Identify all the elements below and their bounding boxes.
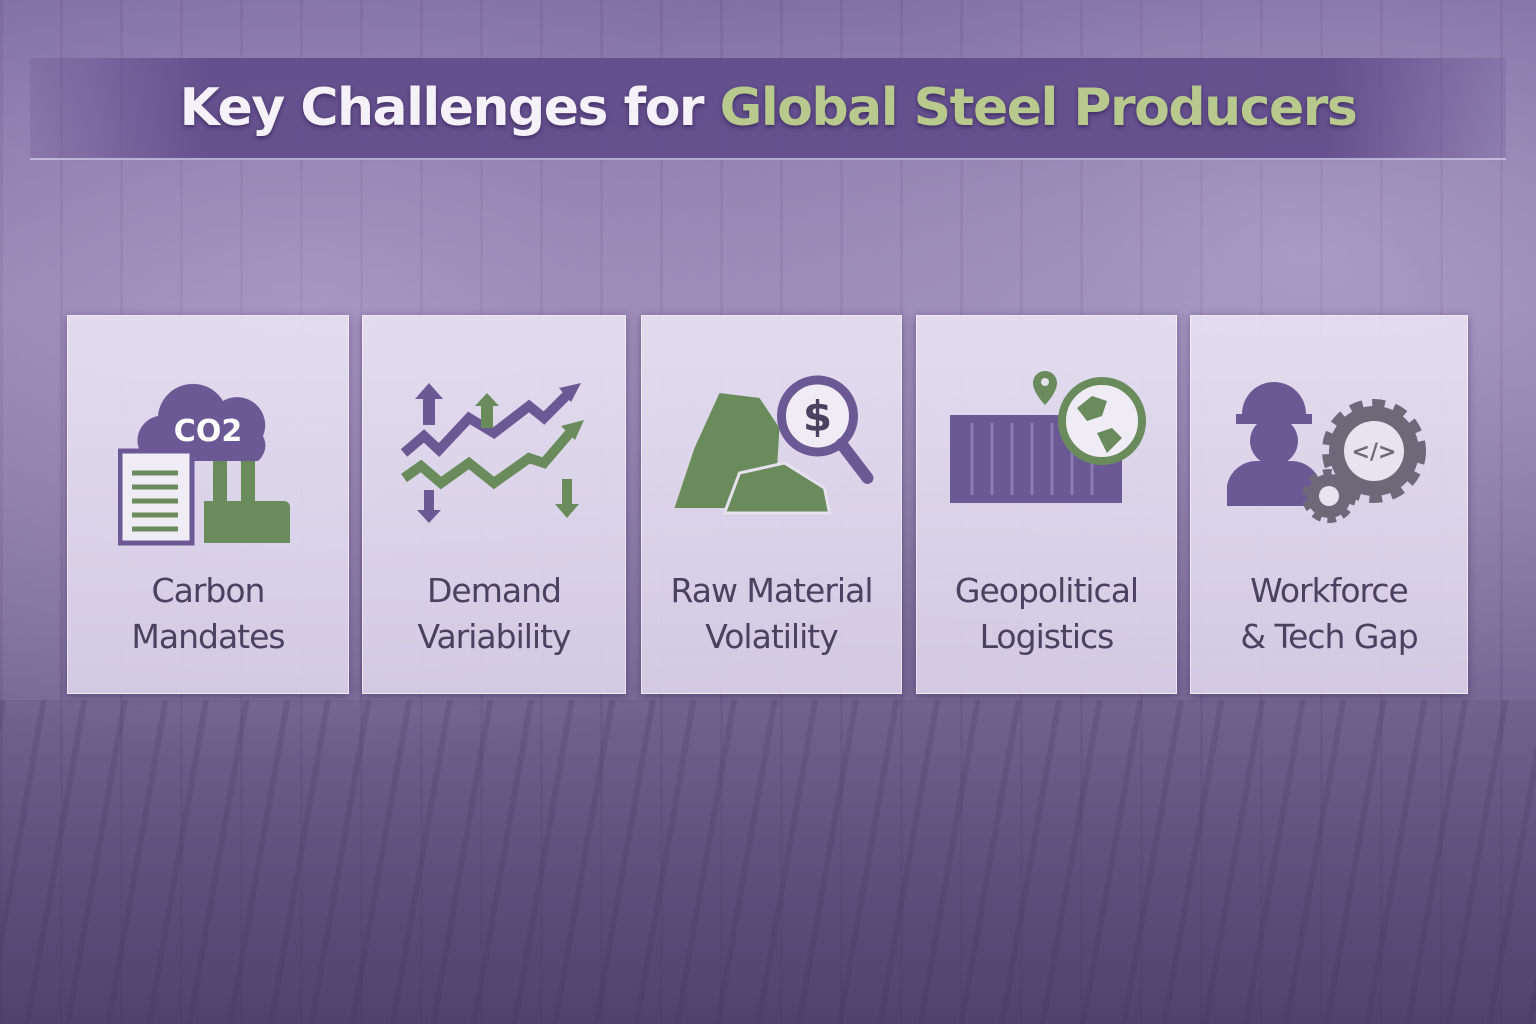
container-globe-pin-icon	[949, 371, 1146, 503]
card-title-line1: Workforce	[1250, 571, 1409, 610]
card-geopolitical-logistics: Geopolitical Logistics	[916, 315, 1177, 694]
card-title-line1: Raw Material	[670, 571, 874, 610]
card-title-line2: & Tech Gap	[1240, 617, 1418, 656]
card-title-line2: Mandates	[131, 617, 285, 656]
card-workforce-tech-gap: </> Workforce & Tech Gap	[1190, 315, 1468, 694]
card-title-line2: Variability	[417, 617, 571, 656]
card-demand-variability: Demand Variability	[362, 315, 626, 694]
title-main: Key Challenges for	[179, 78, 720, 138]
background-factory	[0, 700, 1536, 1024]
card-carbon-mandates: CO2 Carbon Mandates	[67, 315, 349, 694]
title-accent: Global Steel Producers	[719, 78, 1358, 138]
code-symbol: </>	[1352, 440, 1397, 465]
fluctuating-trend-arrows-icon	[400, 383, 584, 523]
card-title-line1: Demand	[427, 571, 562, 610]
worker-gears-code-icon: </>	[1227, 382, 1426, 523]
page-title: Key Challenges for Global Steel Producer…	[179, 78, 1358, 138]
dollar-sign: $	[802, 392, 831, 441]
rocks-dollar-magnifier-icon: $	[674, 375, 873, 515]
title-banner: Key Challenges for Global Steel Producer…	[30, 58, 1506, 160]
card-raw-material-volatility: $ Raw Material Volatility	[641, 315, 902, 694]
card-title-line2: Volatility	[705, 617, 839, 656]
card-title-line2: Logistics	[979, 617, 1115, 656]
card-title-line1: Carbon	[151, 571, 266, 610]
co2-cloud-factory-icon: CO2	[118, 383, 290, 546]
co2-text: CO2	[174, 414, 242, 449]
card-title-line1: Geopolitical	[954, 571, 1139, 610]
